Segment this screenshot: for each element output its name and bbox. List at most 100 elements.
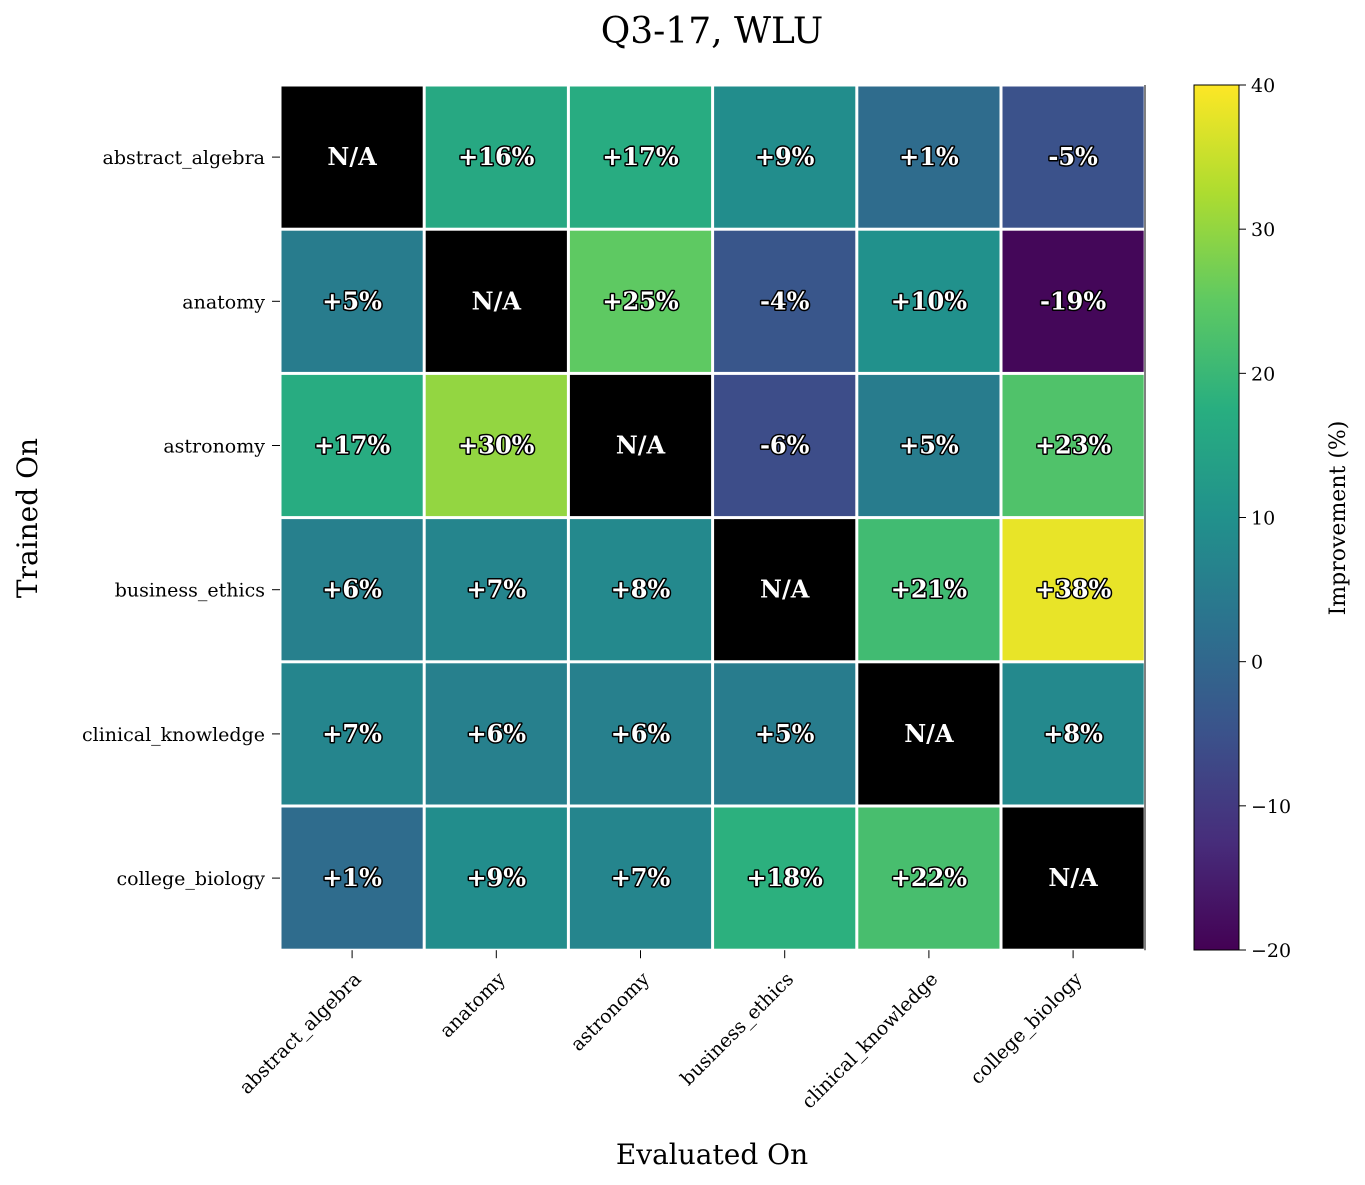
x-tick-label: clinical_knowledge — [797, 968, 942, 1113]
cell-value-label: +6% — [611, 719, 671, 748]
cell-value-label: +1% — [322, 863, 382, 892]
heatmap-cell — [1002, 519, 1144, 661]
heatmap-cell — [569, 374, 712, 517]
heatmap-cell — [858, 230, 1000, 372]
cell-value-label: -5% — [1048, 142, 1098, 171]
cell-value-label: N/A — [472, 286, 522, 315]
cell-value-label: N/A — [760, 575, 810, 604]
cell-value-label: +38% — [1035, 575, 1112, 604]
heatmap-cell — [425, 807, 567, 949]
heatmap-cell — [281, 230, 423, 372]
cell-value-label: -4% — [760, 286, 810, 315]
heatmap-cell — [714, 374, 856, 517]
heatmap-cell — [714, 519, 856, 661]
cell-value-label: N/A — [616, 431, 666, 460]
cell-value-label: N/A — [1048, 863, 1098, 892]
x-axis-title: Evaluated On — [616, 1138, 808, 1171]
cell-value-label: +5% — [899, 431, 959, 460]
heatmap-cell — [425, 230, 567, 372]
heatmap-cell — [858, 86, 1000, 228]
y-tick-label: astronomy — [163, 436, 265, 458]
cell-value-label: N/A — [904, 719, 954, 748]
heatmap-cell — [425, 663, 567, 805]
cell-value-label: +5% — [322, 286, 382, 315]
heatmap-cell — [858, 807, 1000, 949]
y-tick-label: clinical_knowledge — [82, 724, 265, 746]
cell-value-label: N/A — [327, 142, 377, 171]
heatmap-cell — [281, 663, 423, 805]
heatmap-cell — [425, 86, 567, 228]
heatmap-cell — [281, 807, 423, 949]
heatmap-cell — [714, 86, 856, 228]
cell-value-label: +17% — [314, 431, 391, 460]
heatmap-cell — [281, 519, 423, 661]
heatmap-cell — [569, 86, 712, 228]
y-tick-label: abstract_algebra — [103, 147, 265, 169]
cell-value-label: +16% — [458, 142, 535, 171]
heatmap-cell — [425, 374, 567, 517]
colorbar-label: Improvement (%) — [1326, 421, 1351, 616]
cell-value-label: +10% — [891, 286, 968, 315]
x-tick-label: college_biology — [966, 968, 1087, 1089]
heatmap-cell — [1002, 86, 1144, 228]
cell-value-label: +21% — [891, 575, 968, 604]
heatmap-cell — [858, 519, 1000, 661]
heatmap-cell — [858, 663, 1000, 805]
cell-value-label: +9% — [755, 142, 815, 171]
heatmap-cell — [1002, 807, 1144, 949]
heatmap-cells: N/A +16% +17% +9% +1% -5% +5% N/A +25% -4% +10% -19… — [281, 86, 1144, 949]
y-tick-label: college_biology — [117, 868, 266, 890]
heatmap-cell — [569, 663, 712, 805]
heatmap-cell — [281, 86, 423, 228]
colorbar-tick-label: 30 — [1251, 219, 1275, 241]
colorbar-tick-label: 0 — [1251, 652, 1263, 674]
cell-value-label: +8% — [1043, 719, 1103, 748]
cell-value-label: +8% — [611, 575, 671, 604]
cell-value-label: +6% — [466, 719, 526, 748]
cell-value-label: +1% — [899, 142, 959, 171]
colorbar-tick-label: −20 — [1251, 940, 1291, 962]
colorbar-gradient — [1193, 84, 1240, 951]
cell-value-label: +17% — [602, 142, 679, 171]
x-tick-label: abstract_algebra — [235, 968, 365, 1098]
heatmap-cell — [714, 663, 856, 805]
cell-value-label: +7% — [466, 575, 526, 604]
cell-value-label: -6% — [760, 431, 810, 460]
heatmap-cell — [425, 519, 567, 661]
heatmap-cell — [1002, 663, 1144, 805]
heatmap-cell — [569, 807, 712, 949]
heatmap-cell — [1002, 230, 1144, 372]
heatmap-cell — [569, 519, 712, 661]
heatmap-cell — [569, 230, 712, 372]
heatmap-cell — [858, 374, 1000, 517]
cell-value-label: +7% — [611, 863, 671, 892]
x-tick-label: astronomy — [567, 968, 655, 1056]
x-tick-label: anatomy — [436, 968, 510, 1042]
y-axis-title: Trained On — [11, 438, 44, 598]
cell-value-label: +22% — [891, 863, 968, 892]
heatmap-cell — [281, 374, 423, 517]
colorbar-tick-label: −10 — [1251, 796, 1291, 818]
colorbar-tick-label: 20 — [1251, 363, 1275, 385]
cell-value-label: +5% — [755, 719, 815, 748]
colorbar: 40 30 20 10 0 −10 −20 Improvement (%) — [1193, 75, 1351, 962]
colorbar-tick-label: 40 — [1251, 75, 1275, 97]
y-tick-label: business_ethics — [115, 580, 265, 602]
heatmap-cell — [714, 807, 856, 949]
cell-value-label: +9% — [466, 863, 526, 892]
x-tick-label: business_ethics — [676, 968, 798, 1090]
heatmap-cell — [1002, 374, 1144, 517]
cell-value-label: +7% — [322, 719, 382, 748]
cell-value-label: +18% — [747, 863, 824, 892]
colorbar-ticks: 40 30 20 10 0 −10 −20 — [1239, 75, 1291, 962]
chart-title: Q3-17, WLU — [601, 11, 824, 52]
cell-value-label: +6% — [322, 575, 382, 604]
cell-value-label: +23% — [1035, 431, 1112, 460]
cell-value-label: +30% — [458, 431, 535, 460]
y-tick-label: anatomy — [182, 291, 265, 313]
colorbar-tick-label: 10 — [1251, 508, 1275, 530]
cell-value-label: -19% — [1040, 286, 1106, 315]
cell-value-label: +25% — [602, 286, 679, 315]
